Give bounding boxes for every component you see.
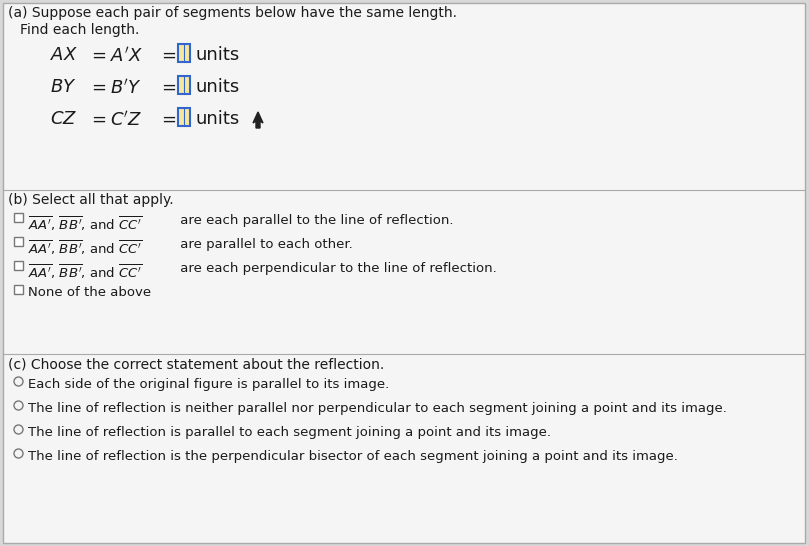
Text: The line of reflection is parallel to each segment joining a point and its image: The line of reflection is parallel to ea… — [28, 426, 551, 439]
Text: $\overline{AA'}$, $\overline{BB'}$, and $\overline{CC'}$: $\overline{AA'}$, $\overline{BB'}$, and … — [28, 238, 142, 257]
FancyBboxPatch shape — [14, 285, 23, 294]
Text: $=$: $=$ — [88, 110, 107, 128]
Text: $=$: $=$ — [158, 46, 176, 64]
Text: (b) Select all that apply.: (b) Select all that apply. — [8, 193, 174, 207]
Text: are each parallel to the line of reflection.: are each parallel to the line of reflect… — [176, 214, 454, 227]
Text: The line of reflection is neither parallel nor perpendicular to each segment joi: The line of reflection is neither parall… — [28, 402, 726, 415]
Text: $=$: $=$ — [158, 110, 176, 128]
FancyBboxPatch shape — [14, 237, 23, 246]
Text: Find each length.: Find each length. — [20, 23, 139, 37]
Text: (a) Suppose each pair of segments below have the same length.: (a) Suppose each pair of segments below … — [8, 6, 457, 20]
Text: $A'X$: $A'X$ — [110, 46, 143, 65]
Text: Each side of the original figure is parallel to its image.: Each side of the original figure is para… — [28, 378, 389, 391]
Text: are parallel to each other.: are parallel to each other. — [176, 238, 353, 251]
Text: $=$: $=$ — [158, 78, 176, 96]
FancyBboxPatch shape — [14, 261, 23, 270]
Text: $=$: $=$ — [88, 78, 107, 96]
FancyBboxPatch shape — [3, 3, 805, 543]
Polygon shape — [253, 112, 263, 128]
FancyBboxPatch shape — [178, 76, 190, 94]
Text: $B'Y$: $B'Y$ — [110, 78, 142, 97]
FancyBboxPatch shape — [178, 108, 190, 126]
Text: $C'Z$: $C'Z$ — [110, 110, 142, 129]
Text: The line of reflection is the perpendicular bisector of each segment joining a p: The line of reflection is the perpendicu… — [28, 450, 678, 463]
Text: (c) Choose the correct statement about the reflection.: (c) Choose the correct statement about t… — [8, 357, 384, 371]
Text: $\overline{AA'}$, $\overline{BB'}$, and $\overline{CC'}$: $\overline{AA'}$, $\overline{BB'}$, and … — [28, 214, 142, 233]
Text: $CZ$: $CZ$ — [50, 110, 77, 128]
Text: $\overline{AA'}$, $\overline{BB'}$, and $\overline{CC'}$: $\overline{AA'}$, $\overline{BB'}$, and … — [28, 262, 142, 281]
Text: are each perpendicular to the line of reflection.: are each perpendicular to the line of re… — [176, 262, 497, 275]
Text: units: units — [196, 78, 240, 96]
Text: $BY$: $BY$ — [50, 78, 77, 96]
Text: None of the above: None of the above — [28, 286, 151, 299]
Text: $AX$: $AX$ — [50, 46, 78, 64]
Text: units: units — [196, 46, 240, 64]
Text: units: units — [196, 110, 240, 128]
FancyBboxPatch shape — [178, 44, 190, 62]
Text: $=$: $=$ — [88, 46, 107, 64]
FancyBboxPatch shape — [14, 213, 23, 222]
